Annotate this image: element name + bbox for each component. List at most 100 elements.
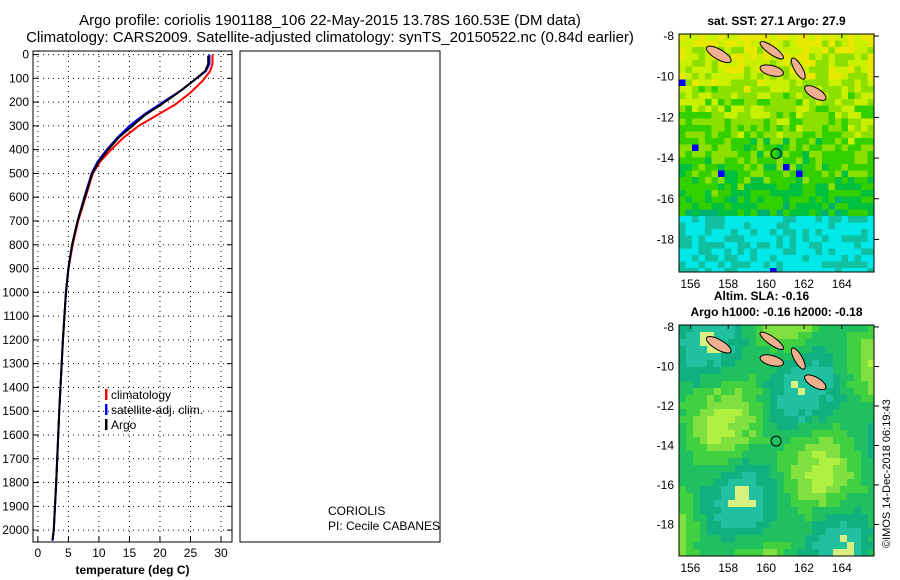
map-cell xyxy=(763,458,771,466)
map-cell xyxy=(685,73,693,80)
map-cell xyxy=(812,360,820,368)
map-cell xyxy=(679,183,686,191)
map-cell xyxy=(750,235,758,243)
map-cell xyxy=(854,34,862,41)
map-cell xyxy=(757,164,764,171)
map-cell xyxy=(750,125,758,132)
map-cell xyxy=(802,92,810,100)
map-cell xyxy=(868,416,874,424)
map-cell xyxy=(777,535,785,543)
map-cell xyxy=(833,451,841,459)
map-cell xyxy=(679,507,687,515)
map-cell xyxy=(749,416,757,424)
map-cell xyxy=(750,177,758,184)
map-cell xyxy=(679,395,687,403)
map-cell xyxy=(783,235,790,243)
map-cell xyxy=(731,190,738,197)
map-cell xyxy=(802,261,810,269)
map-cell xyxy=(828,112,836,119)
lon-tick-label: 158 xyxy=(718,277,738,291)
map-cell xyxy=(854,60,862,67)
map-cell xyxy=(721,507,729,515)
map-cell xyxy=(802,40,810,48)
map-cell xyxy=(763,528,771,536)
map-cell xyxy=(815,196,823,204)
map-cell xyxy=(868,528,874,536)
map-cell xyxy=(707,367,715,375)
map-cell xyxy=(757,47,764,54)
map-cell xyxy=(819,521,827,529)
map-cell xyxy=(679,360,687,368)
map-cell xyxy=(742,549,750,556)
map-cell xyxy=(711,118,719,126)
map-cell xyxy=(861,437,869,445)
map-cell xyxy=(868,549,874,556)
map-cell xyxy=(728,346,736,354)
pi-label: PI: Cecile CABANES xyxy=(328,519,440,533)
map-cell xyxy=(828,268,836,272)
map-cell xyxy=(707,451,715,459)
map-cell xyxy=(742,388,750,396)
map-cell xyxy=(693,388,701,396)
map-cell xyxy=(854,40,862,48)
map-cell xyxy=(854,131,862,139)
depth-tick-label: 700 xyxy=(9,214,29,228)
map-cell xyxy=(707,458,715,466)
map-cell xyxy=(819,430,827,438)
map-cell xyxy=(749,479,757,487)
map-cell xyxy=(698,183,706,191)
map-cell xyxy=(854,268,862,272)
map-cell xyxy=(848,235,855,243)
map-cell xyxy=(707,528,715,536)
map-cell xyxy=(868,458,874,466)
map-cell xyxy=(809,157,816,165)
map-cell xyxy=(757,151,764,158)
map-cell xyxy=(828,209,836,217)
map-cell xyxy=(784,458,792,466)
map-cell xyxy=(841,255,849,262)
map-cell xyxy=(718,183,725,191)
map-cell xyxy=(714,395,722,403)
map-cell xyxy=(731,151,738,158)
map-cell xyxy=(835,47,842,54)
map-cell xyxy=(698,248,706,256)
map-cell xyxy=(805,528,813,536)
map-cell xyxy=(742,353,750,361)
map-cell xyxy=(679,170,686,178)
map-cell xyxy=(822,255,829,262)
map-cell xyxy=(833,374,841,382)
map-cell xyxy=(770,437,778,445)
map-cell xyxy=(685,268,693,272)
map-cell xyxy=(784,493,792,501)
map-cell xyxy=(798,388,806,396)
map-cell xyxy=(835,235,842,243)
map-cell xyxy=(698,105,706,113)
map-cell xyxy=(783,144,790,152)
map-cell xyxy=(822,86,829,93)
map-cell xyxy=(861,235,868,243)
map-cell xyxy=(731,183,738,191)
map-cell xyxy=(784,465,792,473)
map-cell xyxy=(802,99,810,106)
map-cell xyxy=(735,542,743,550)
map-cell xyxy=(854,138,862,145)
map-cell xyxy=(693,535,701,543)
map-cell xyxy=(826,332,834,340)
map-cell xyxy=(828,183,836,191)
depth-tick-label: 1200 xyxy=(2,333,29,347)
map-cell xyxy=(847,507,855,515)
map-cell xyxy=(756,360,764,368)
map-cell xyxy=(750,34,758,41)
map-cell xyxy=(718,222,725,230)
map-cell xyxy=(714,374,722,382)
map-cell xyxy=(763,493,771,501)
map-cell xyxy=(840,339,848,347)
map-cell xyxy=(731,196,738,204)
map-cell xyxy=(791,465,799,473)
map-cell xyxy=(854,395,862,403)
map-cell xyxy=(742,528,750,536)
map-cell xyxy=(749,458,757,466)
map-cell xyxy=(693,402,701,410)
map-cell xyxy=(854,339,862,347)
map-cell xyxy=(868,395,874,403)
